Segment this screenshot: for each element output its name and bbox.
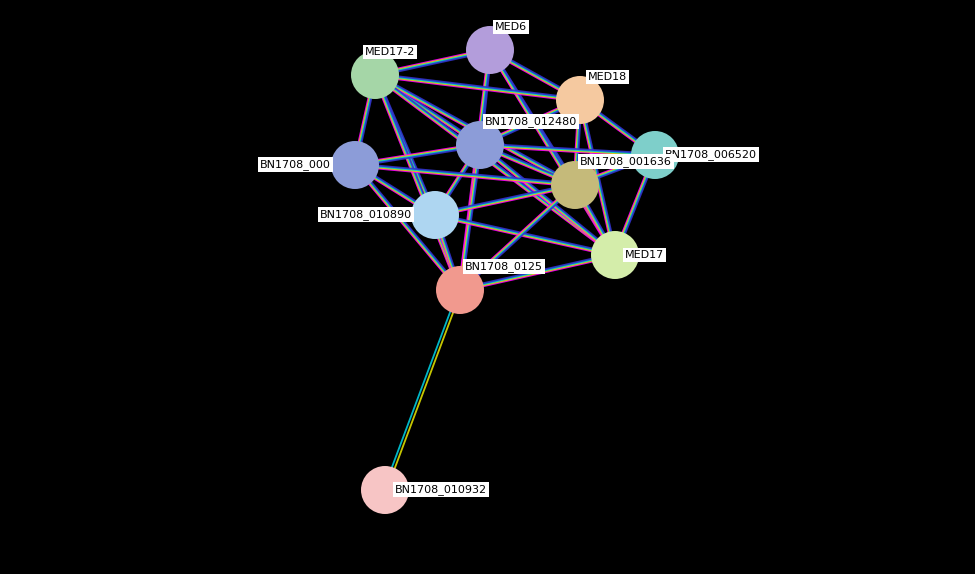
Text: BN1708_010932: BN1708_010932 [395, 484, 488, 495]
Circle shape [351, 51, 399, 99]
Circle shape [436, 266, 484, 314]
Text: BN1708_012480: BN1708_012480 [485, 116, 577, 127]
Circle shape [551, 161, 599, 209]
Text: BN1708_006520: BN1708_006520 [665, 149, 757, 160]
Text: MED17: MED17 [625, 250, 664, 260]
Circle shape [411, 191, 459, 239]
Text: MED17-2: MED17-2 [365, 47, 415, 57]
Text: MED18: MED18 [588, 72, 627, 82]
Circle shape [556, 76, 604, 124]
Circle shape [591, 231, 639, 279]
Circle shape [361, 466, 409, 514]
Text: MED6: MED6 [495, 22, 527, 32]
Text: BN1708_0125: BN1708_0125 [465, 261, 543, 272]
Circle shape [631, 131, 679, 179]
Circle shape [331, 141, 379, 189]
Text: BN1708_000: BN1708_000 [260, 159, 331, 170]
Circle shape [466, 26, 514, 74]
Circle shape [456, 121, 504, 169]
Text: BN1708_010890: BN1708_010890 [320, 209, 412, 220]
Text: BN1708_001636: BN1708_001636 [580, 156, 672, 167]
